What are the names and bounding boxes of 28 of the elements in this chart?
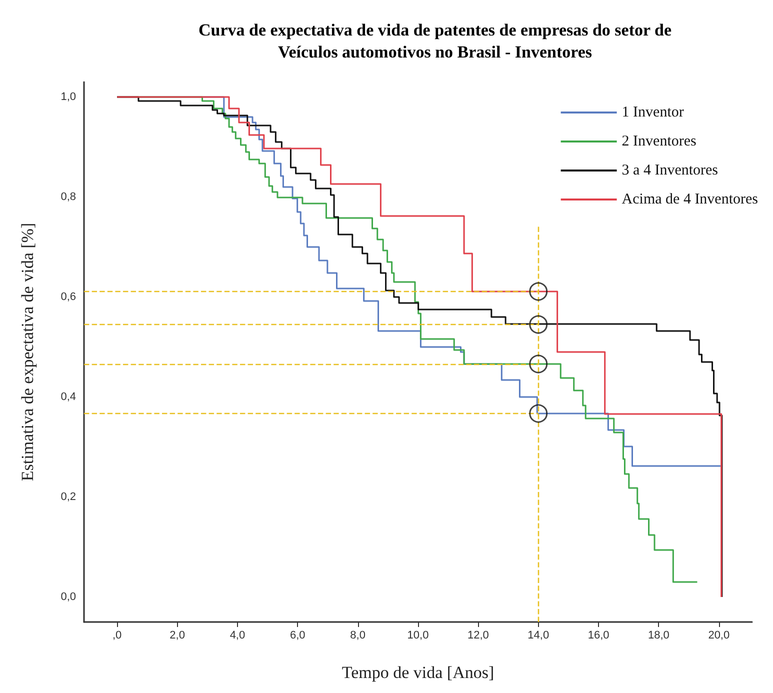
point bbox=[529, 282, 548, 301]
legend-label: Acima de 4 Inventores bbox=[622, 192, 758, 208]
y-tick-label: 0,2 bbox=[60, 491, 76, 503]
y-tick-label: 0,0 bbox=[60, 591, 76, 603]
x-tick-label: 18,0 bbox=[648, 630, 670, 642]
chart-title: Curva de expectativa de vida de patentes de empresas do setor de Veículos automotivos no Brasil - Inventores bbox=[198, 20, 672, 62]
x-tick-label: 12,0 bbox=[467, 630, 489, 642]
y-tick-label: 0,6 bbox=[60, 291, 76, 303]
x-tick-label: 16,0 bbox=[588, 630, 610, 642]
x-tick-label: 10,0 bbox=[407, 630, 429, 642]
x-tick-label: 4,0 bbox=[230, 630, 246, 642]
point bbox=[529, 354, 548, 374]
point bbox=[529, 404, 548, 423]
x-tick-label: 8,0 bbox=[350, 630, 366, 642]
y-tick-label: 0,4 bbox=[60, 391, 76, 403]
x-tick-label: 6,0 bbox=[290, 630, 306, 642]
legend-label: 1 Inventor bbox=[622, 104, 684, 120]
point bbox=[529, 315, 548, 334]
y-tick-label: 0,8 bbox=[60, 191, 76, 203]
legend-label: 3 a 4 Inventores bbox=[622, 162, 718, 178]
y-tick-label: 1,0 bbox=[60, 91, 76, 103]
x-axis-title: Tempo de vida [Anos] bbox=[342, 663, 494, 682]
legend-label: 2 Inventores bbox=[622, 134, 697, 150]
y-axis-title: Estimativa de expectativa de vida [%] bbox=[18, 222, 37, 482]
x-tick-label: ,0 bbox=[112, 630, 122, 642]
x-tick-label: 20,0 bbox=[708, 630, 730, 642]
x-tick-label: 14,0 bbox=[528, 630, 550, 642]
x-tick-label: 2,0 bbox=[170, 630, 185, 642]
